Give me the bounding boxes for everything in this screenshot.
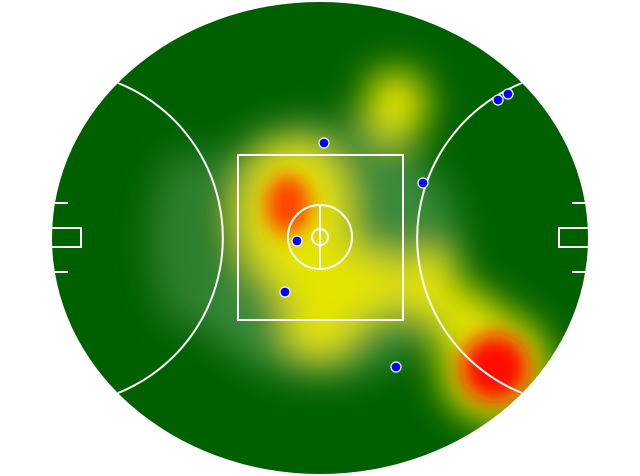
point [502, 88, 514, 100]
point [279, 286, 291, 298]
point [318, 137, 330, 149]
point [417, 177, 429, 189]
point [390, 361, 402, 373]
point [492, 94, 504, 106]
points [279, 88, 514, 373]
heat-hot [266, 175, 529, 402]
point [291, 235, 303, 247]
